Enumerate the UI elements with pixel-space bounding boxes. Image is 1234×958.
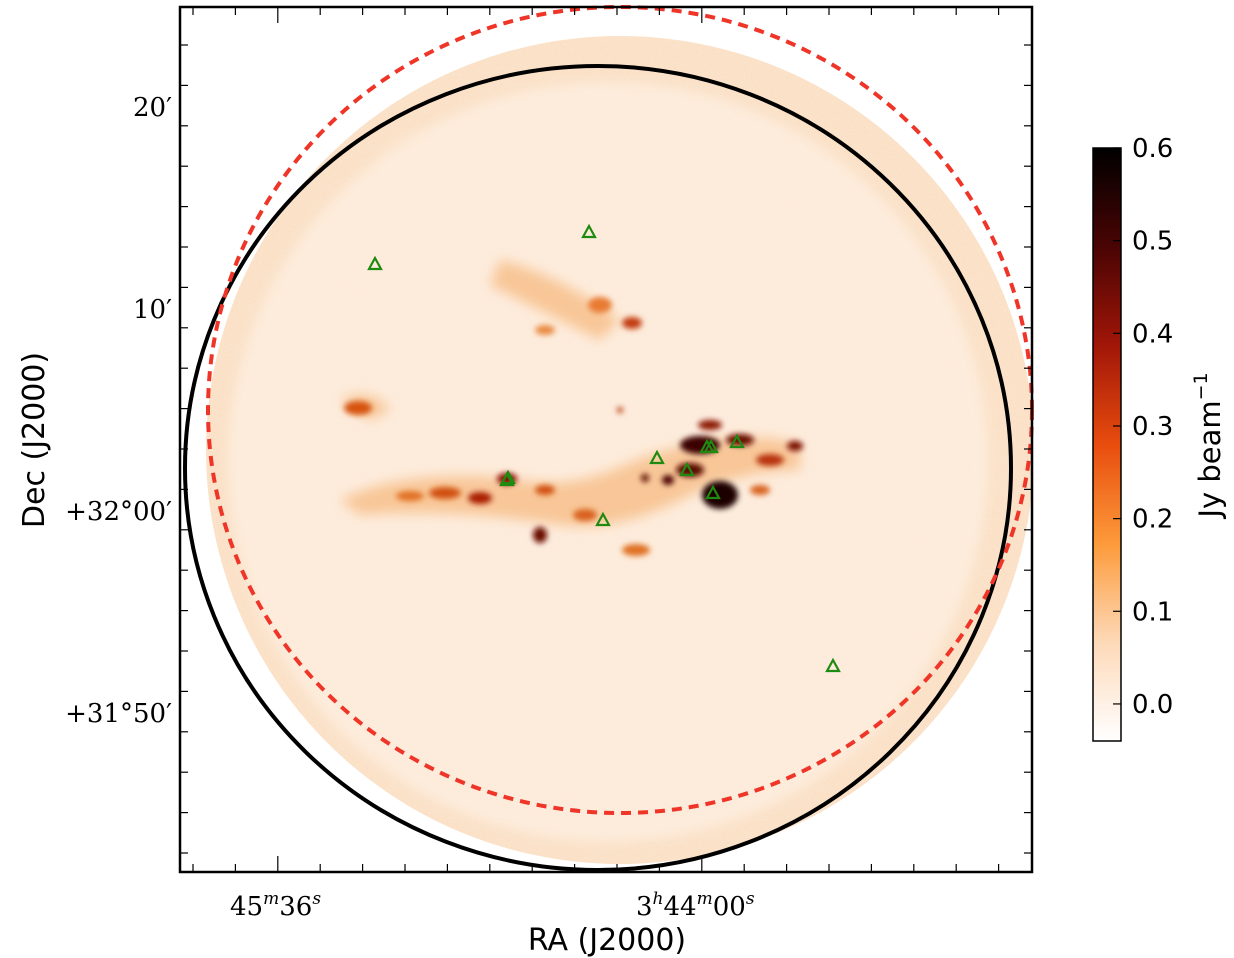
source-marker-triangle [649,449,665,465]
ra-tick-label-1: 45m36s [230,889,321,922]
dec-tick-label-2: 10′ [133,295,172,325]
source-marker-triangle [703,438,719,454]
colorbar-ticks: 0.6 0.5 0.4 0.3 0.2 0.1 0.0 [1113,134,1173,720]
source-marker-triangle [595,511,611,527]
source-marker-triangle [499,471,515,487]
source-marker-triangle [367,255,383,271]
primary-beam-circle [183,64,1013,872]
x-axis-label: RA (J2000) [528,923,686,958]
plot-frame [178,5,1034,874]
dec-tick-label-1: 20′ [133,93,172,123]
colorbar-tick-label: 0.1 [1132,597,1173,627]
source-marker-triangle [825,657,841,673]
source-markers [367,223,841,673]
source-marker-triangle [679,461,695,477]
dec-tick-label-4: +31°50′ [65,699,172,729]
ra-tick-label-2: 3h44m00s [636,889,755,922]
emission-structures [340,260,803,556]
colorbar-tick-label: 0.4 [1132,319,1173,349]
colorbar-tick-label: 0.3 [1132,412,1173,442]
colorbar [1092,147,1122,742]
dec-tick-label-3: +32°00′ [65,497,172,527]
source-marker-triangle [581,223,597,239]
source-marker-triangle [729,433,745,449]
colorbar-label: Jy beam−1 [1190,372,1227,519]
source-marker-triangle [705,484,721,500]
colorbar-tick-label: 0.2 [1132,505,1173,535]
colorbar-tick-label: 0.0 [1132,690,1173,720]
axis-ticks [180,7,1032,872]
map-image [206,36,1032,864]
y-axis-label: Dec (J2000) [17,352,52,528]
colorbar-tick-label: 0.6 [1132,134,1173,164]
colorbar-tick-label: 0.5 [1132,227,1173,257]
